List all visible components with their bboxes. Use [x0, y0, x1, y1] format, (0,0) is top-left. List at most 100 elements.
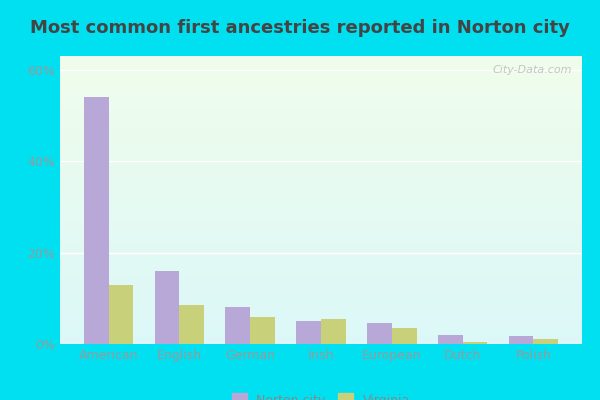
Bar [60, 284, 582, 285]
Bar [296, 321, 321, 344]
Bar [60, 216, 582, 217]
Bar [60, 140, 582, 141]
Bar [60, 292, 582, 294]
Bar [60, 252, 582, 253]
Bar [60, 160, 582, 161]
Bar [60, 301, 582, 302]
Bar [60, 207, 582, 209]
Bar [60, 240, 582, 242]
Bar [60, 279, 582, 281]
Bar [60, 128, 582, 130]
Bar [60, 322, 582, 324]
Bar [60, 263, 582, 265]
Bar [60, 69, 582, 70]
Text: Most common first ancestries reported in Norton city: Most common first ancestries reported in… [30, 19, 570, 37]
Bar [60, 92, 582, 94]
Bar [60, 96, 582, 98]
Bar [60, 164, 582, 166]
Bar [60, 198, 582, 200]
Bar [60, 126, 582, 128]
Bar [155, 271, 179, 344]
Bar [60, 80, 582, 82]
Bar [60, 63, 582, 65]
Bar [60, 219, 582, 220]
Bar [60, 258, 582, 259]
Bar [60, 56, 582, 58]
Bar [60, 294, 582, 295]
Bar [60, 310, 582, 311]
Bar [60, 213, 582, 214]
Bar [60, 295, 582, 296]
Bar [60, 308, 582, 310]
Bar [60, 65, 582, 66]
Bar [60, 101, 582, 102]
Bar [60, 191, 582, 193]
Bar [60, 196, 582, 197]
Bar [60, 281, 582, 282]
Bar [60, 330, 582, 331]
Bar [60, 275, 582, 276]
Bar [60, 248, 582, 249]
Bar [60, 214, 582, 216]
Bar [60, 108, 582, 109]
Bar [60, 270, 582, 272]
Bar [60, 132, 582, 134]
Bar [60, 255, 582, 256]
Bar [60, 167, 582, 168]
Bar [60, 209, 582, 210]
Bar [60, 245, 582, 246]
Bar [60, 276, 582, 278]
Bar [60, 122, 582, 124]
Bar [60, 327, 582, 328]
Bar [60, 210, 582, 212]
Bar [60, 230, 582, 232]
Bar [60, 224, 582, 226]
Bar [60, 204, 582, 206]
Bar [60, 95, 582, 96]
Bar [60, 226, 582, 227]
Bar [60, 259, 582, 260]
Bar [60, 142, 582, 144]
Bar [60, 83, 582, 85]
Bar [60, 90, 582, 92]
Bar [60, 124, 582, 125]
Bar [60, 298, 582, 299]
Legend: Norton city, Virginia: Norton city, Virginia [232, 394, 410, 400]
Bar [60, 188, 582, 190]
Bar [60, 220, 582, 222]
Bar [60, 282, 582, 284]
Bar [60, 72, 582, 73]
Bar [60, 222, 582, 223]
Bar [392, 328, 416, 344]
Bar [60, 73, 582, 75]
Bar [60, 331, 582, 332]
Bar [60, 203, 582, 204]
Bar [60, 312, 582, 314]
Bar [60, 181, 582, 183]
Bar [60, 332, 582, 334]
Bar [60, 112, 582, 114]
Bar [60, 75, 582, 76]
Bar [60, 249, 582, 250]
Bar [60, 197, 582, 198]
Bar [60, 232, 582, 233]
Bar [60, 302, 582, 304]
Bar [250, 316, 275, 344]
Bar [60, 229, 582, 230]
Bar [60, 102, 582, 104]
Bar [60, 272, 582, 274]
Bar [60, 131, 582, 132]
Bar [60, 306, 582, 308]
Bar [60, 325, 582, 327]
Bar [60, 256, 582, 258]
Bar [463, 342, 487, 344]
Bar [60, 234, 582, 236]
Bar [60, 246, 582, 248]
Bar [60, 328, 582, 330]
Bar [60, 76, 582, 78]
Bar [60, 285, 582, 286]
Bar [60, 85, 582, 86]
Bar [60, 109, 582, 111]
Bar [60, 121, 582, 122]
Bar [60, 296, 582, 298]
